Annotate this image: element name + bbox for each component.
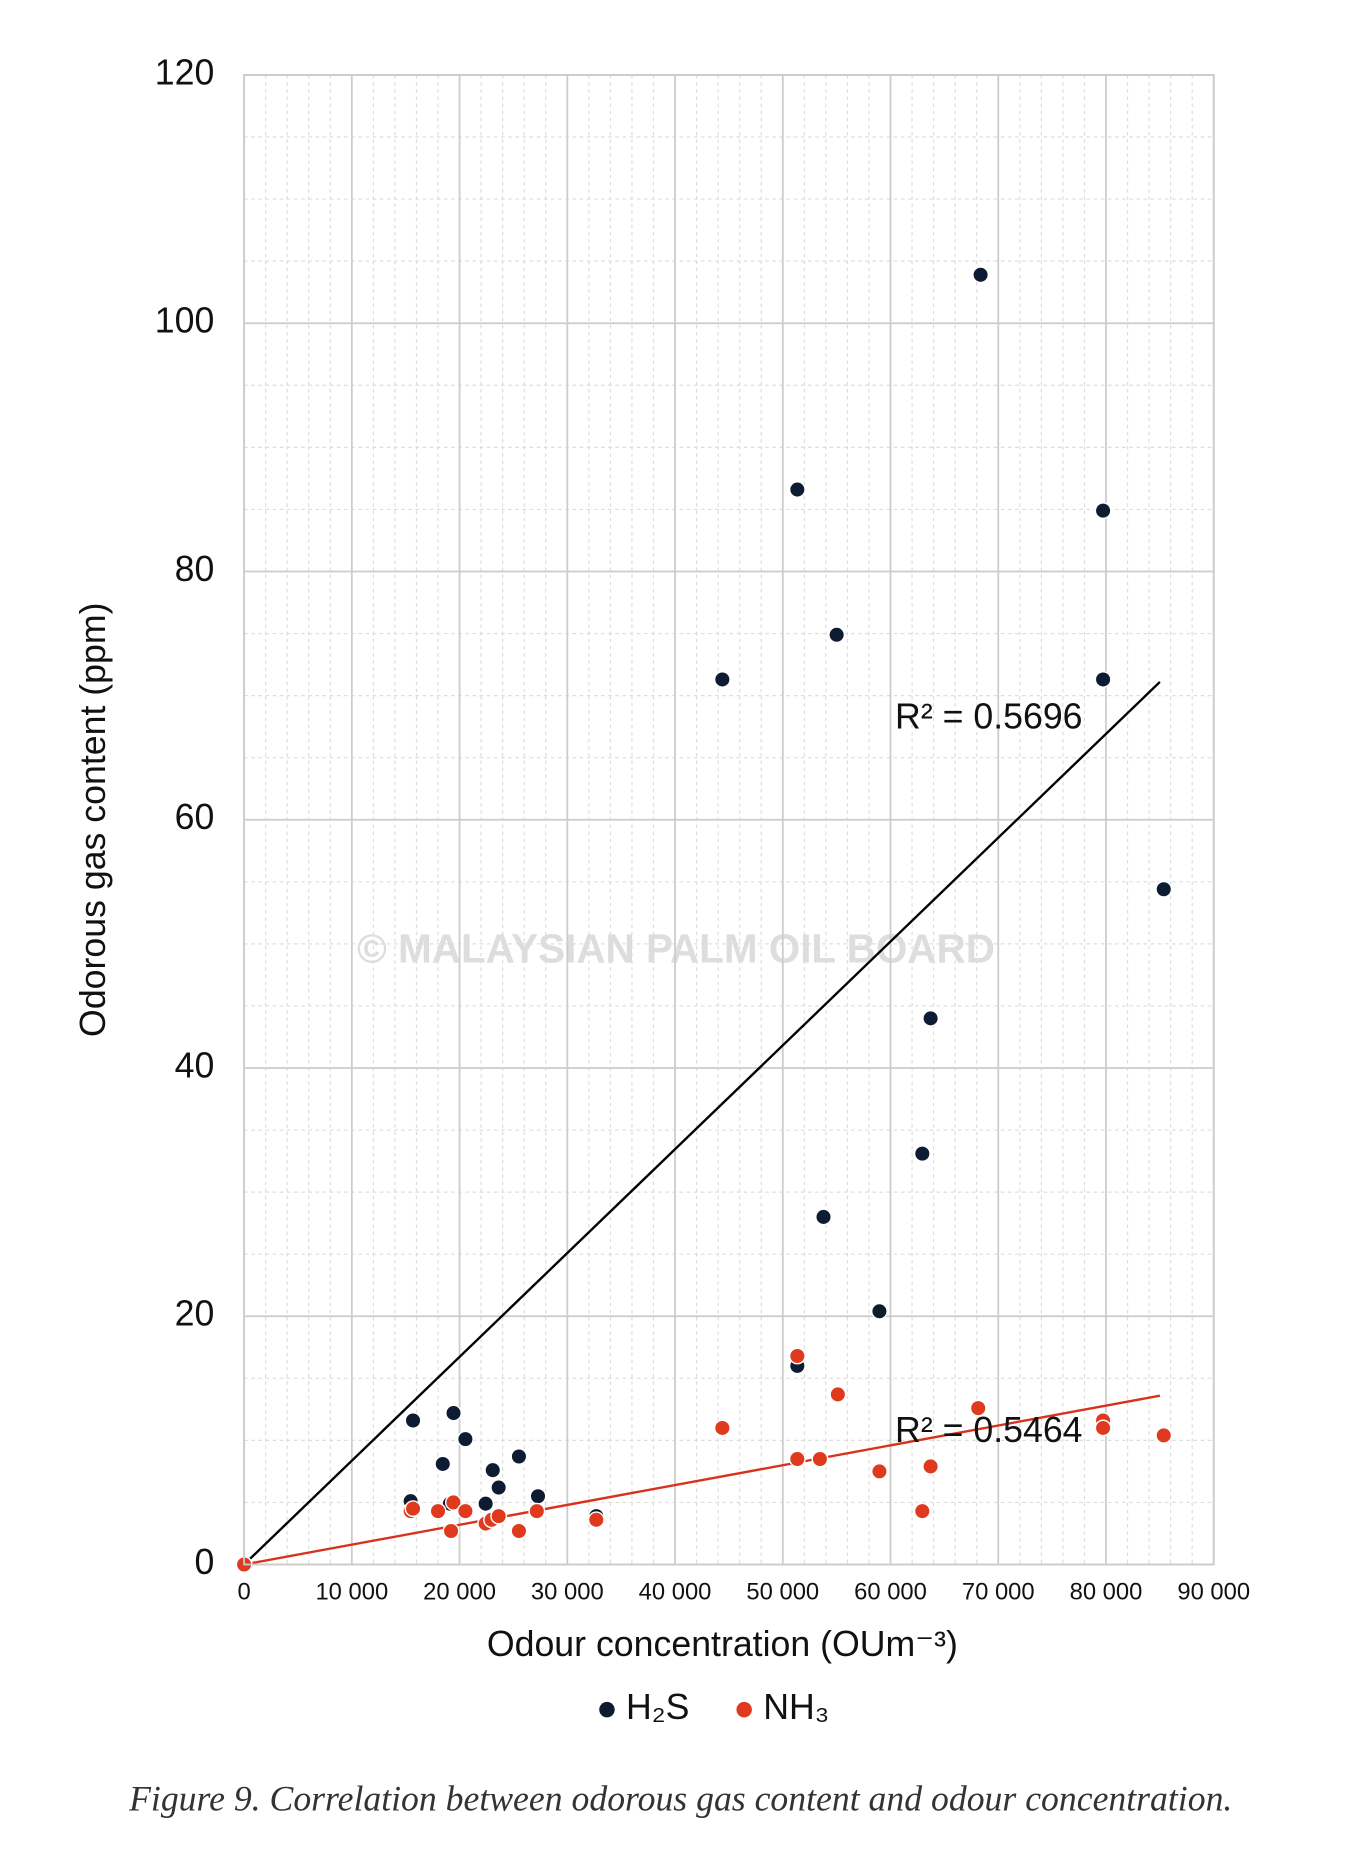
x-tick-label: 10 000 xyxy=(315,1578,388,1605)
trendline xyxy=(243,1394,1161,1566)
point xyxy=(490,1507,508,1525)
point xyxy=(969,1399,987,1417)
point xyxy=(510,1448,528,1465)
legend-marker xyxy=(736,1701,752,1718)
trendline xyxy=(243,681,1161,1566)
x-tick-label: 50 000 xyxy=(746,1578,819,1605)
x-axis-title: Odour concentration (OUm⁻³) xyxy=(487,1624,958,1664)
point xyxy=(713,671,731,688)
y-tick-label: 40 xyxy=(175,1045,215,1085)
point xyxy=(1094,671,1112,688)
point xyxy=(434,1455,452,1473)
caption: Figure 9. Correlation between odorous ga… xyxy=(128,1779,1232,1819)
x-tick-label: 40 000 xyxy=(639,1578,712,1605)
legend-label: NH₃ xyxy=(763,1687,829,1727)
x-tick-label: 60 000 xyxy=(854,1578,927,1605)
y-tick-label: 80 xyxy=(175,549,215,589)
point xyxy=(1094,1419,1112,1437)
point xyxy=(870,1462,888,1480)
point xyxy=(456,1430,474,1448)
point xyxy=(922,1458,940,1475)
point xyxy=(913,1502,931,1520)
point xyxy=(404,1500,422,1518)
point xyxy=(442,1522,460,1540)
point xyxy=(811,1450,829,1468)
point xyxy=(922,1009,940,1027)
trendline-label: R² = 0.5464 xyxy=(895,1410,1082,1450)
point xyxy=(456,1502,474,1520)
point xyxy=(1155,880,1173,898)
point xyxy=(815,1208,832,1226)
legend-label: H₂S xyxy=(626,1687,689,1727)
x-tick-label: 90 000 xyxy=(1177,1578,1250,1605)
point xyxy=(429,1502,447,1520)
point xyxy=(713,1419,731,1437)
x-tick-label: 0 xyxy=(237,1578,250,1605)
point xyxy=(828,626,846,644)
point xyxy=(510,1522,528,1540)
point xyxy=(788,1347,806,1365)
x-tick-label: 20 000 xyxy=(423,1578,496,1605)
point xyxy=(829,1386,847,1403)
point xyxy=(445,1404,462,1422)
point xyxy=(913,1145,931,1163)
point xyxy=(490,1479,508,1496)
watermark: © MALAYSIAN PALM OIL BOARD xyxy=(357,925,995,971)
point xyxy=(444,1494,462,1511)
y-tick-label: 60 xyxy=(175,797,215,837)
x-tick-label: 30 000 xyxy=(531,1578,604,1605)
y-axis-title: Odorous gas content (ppm) xyxy=(73,603,113,1037)
point xyxy=(477,1495,495,1513)
point xyxy=(404,1412,422,1429)
x-tick-label: 70 000 xyxy=(962,1578,1035,1605)
point xyxy=(870,1302,888,1320)
y-tick-label: 20 xyxy=(175,1294,215,1334)
point xyxy=(972,266,990,284)
trendline-label: R² = 0.5696 xyxy=(895,696,1082,736)
point xyxy=(788,1450,806,1468)
point xyxy=(529,1487,547,1505)
point xyxy=(788,481,806,498)
legend-marker xyxy=(599,1701,615,1718)
y-tick-label: 120 xyxy=(155,52,215,92)
y-tick-label: 100 xyxy=(155,301,215,341)
point xyxy=(528,1502,546,1520)
point xyxy=(587,1511,605,1529)
plot-frame xyxy=(243,74,1215,1566)
point xyxy=(1094,502,1112,520)
x-tick-label: 80 000 xyxy=(1070,1578,1143,1605)
point xyxy=(484,1461,502,1479)
point xyxy=(1155,1426,1173,1444)
y-tick-label: 0 xyxy=(194,1542,214,1582)
